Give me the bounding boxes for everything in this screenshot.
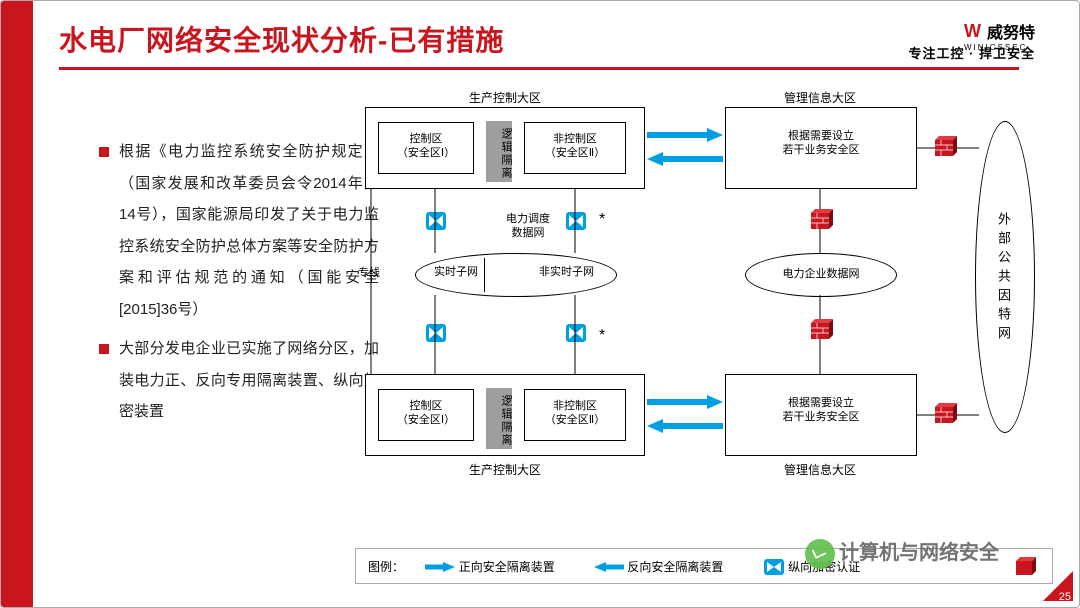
legend-title: 图例： [368, 556, 404, 578]
slide-body: 根据《电力监控系统安全防护规定》（国家发展和改革委员会令2014年第14号），国… [59, 91, 1053, 587]
wechat-icon [805, 539, 835, 569]
legend-fw [1014, 555, 1036, 577]
zone-prod-bottom: 控制区 （安全区Ⅰ） 逻辑隔离 非控制区 （安全区Ⅱ） [365, 374, 645, 456]
encrypt-icon [565, 323, 587, 343]
page-number: 25 [1059, 591, 1071, 603]
legend-rev: 反向安全隔离装置 [594, 555, 741, 578]
reverse-arrow-icon [647, 151, 723, 167]
brand-slogan: 专注工控 · 捍卫安全 [908, 43, 1035, 62]
encrypt-icon [425, 323, 447, 343]
encrypt-icon [565, 211, 587, 231]
label-mgmt-top: 管理信息大区 [760, 89, 880, 106]
reverse-arrow-icon [647, 418, 723, 434]
label-mgmt-bottom: 管理信息大区 [760, 461, 880, 478]
label-dispatch: 电力调度 数据网 [488, 213, 568, 241]
firewall-icon [933, 136, 957, 160]
legend-fwd: 正向安全隔离装置 [425, 555, 572, 578]
star-1: * [599, 211, 605, 229]
forward-arrow-icon [647, 394, 723, 410]
firewall-icon [809, 209, 833, 233]
oval-ext: 外部公共因特网 [975, 121, 1035, 433]
bullet-list: 根据《电力监控系统安全防护规定》（国家发展和改革委员会令2014年第14号），国… [59, 136, 379, 436]
node-ctrl-bottom: 控制区 （安全区Ⅰ） [378, 389, 474, 441]
oval-ent-net: 电力企业数据网 [745, 253, 897, 297]
watermark: 计算机与网络安全 [805, 536, 999, 569]
label-prod-bottom: 生产控制大区 [445, 461, 565, 478]
node-iso-top: 逻辑隔离 [486, 121, 512, 182]
title-underline [59, 67, 1019, 70]
architecture-diagram: 生产控制大区 控制区 （安全区Ⅰ） 逻辑隔离 非控制区 （安全区Ⅱ） 管理信息大… [355, 91, 1053, 587]
bullet-1: 根据《电力监控系统安全防护规定》（国家发展和改革委员会令2014年第14号），国… [99, 136, 379, 325]
label-prod-top: 生产控制大区 [445, 89, 565, 106]
forward-arrow-icon [647, 127, 723, 143]
bullet-2: 大部分发电企业已实施了网络分区，加装电力正、反向专用隔离装置、纵向加密装置 [99, 333, 379, 428]
label-special-line: 专线 [349, 267, 389, 281]
slide: 水电厂网络安全现状分析-已有措施 W 威努特 WINICSSEC 专注工控 · … [0, 0, 1080, 608]
node-nctrl-top: 非控制区 （安全区Ⅱ） [524, 122, 626, 174]
zone-prod-top: 控制区 （安全区Ⅰ） 逻辑隔离 非控制区 （安全区Ⅱ） [365, 107, 645, 189]
brand-cn: 威努特 [987, 19, 1035, 43]
node-nctrl-bottom: 非控制区 （安全区Ⅱ） [524, 389, 626, 441]
node-iso-bottom: 逻辑隔离 [486, 388, 512, 449]
firewall-icon [933, 403, 957, 427]
node-biz-bottom: 根据需要设立 若干业务安全区 [725, 374, 917, 456]
left-red-bar [1, 1, 33, 607]
node-ctrl-top: 控制区 （安全区Ⅰ） [378, 122, 474, 174]
slide-title: 水电厂网络安全现状分析-已有措施 [59, 19, 1039, 59]
oval-dispatch: 实时子网 非实时子网 [415, 253, 617, 297]
star-2: * [599, 327, 605, 345]
firewall-icon [809, 319, 833, 343]
node-biz-top: 根据需要设立 若干业务安全区 [725, 107, 917, 189]
encrypt-icon [425, 211, 447, 231]
header: 水电厂网络安全现状分析-已有措施 [59, 19, 1039, 70]
